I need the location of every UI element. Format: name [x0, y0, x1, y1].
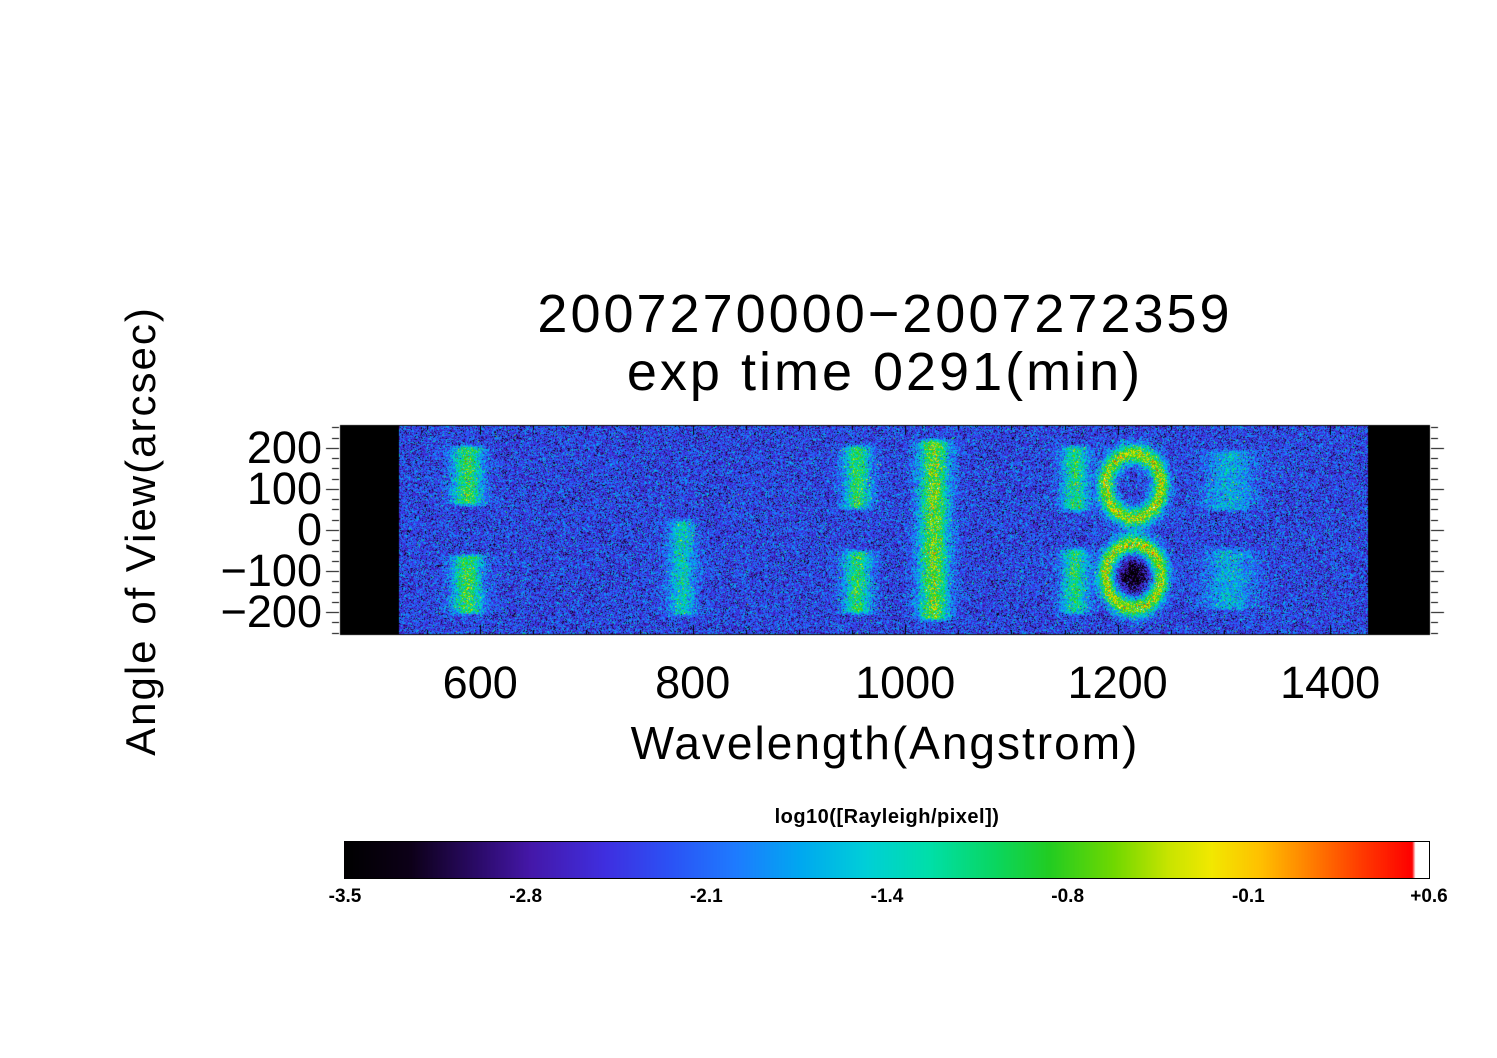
x-axis-tick-label: 1400	[1280, 657, 1381, 708]
plot-title-line1: 2007270000−2007272359	[537, 284, 1233, 344]
colorbar-tick-label: -0.1	[1231, 886, 1265, 907]
colorbar-tick-label: +0.6	[1410, 886, 1448, 907]
colorbar-tick-label: -2.1	[689, 886, 723, 907]
x-axis-tick-label: 800	[655, 657, 731, 708]
colorbar-tick-label: -0.8	[1051, 886, 1085, 907]
colorbar-tick-label: -2.8	[509, 886, 543, 907]
spectrogram-heatmap	[320, 420, 1450, 642]
plot-title-line2: exp time 0291(min)	[626, 342, 1144, 402]
x-axis-label: Wavelength(Angstrom)	[630, 717, 1140, 769]
x-axis-tick-label: 1000	[855, 657, 956, 708]
colorbar-label: log10([Rayleigh/pixel])	[774, 806, 1000, 828]
x-axis-tick-label: 1200	[1067, 657, 1168, 708]
colorbar-tick-label: -3.5	[328, 886, 362, 907]
colorbar-tick-label: -1.4	[870, 886, 904, 907]
x-axis-tick-label: 600	[442, 657, 518, 708]
y-axis-label: Angle of View(arcsec)	[117, 306, 164, 756]
colorbar	[344, 841, 1430, 879]
